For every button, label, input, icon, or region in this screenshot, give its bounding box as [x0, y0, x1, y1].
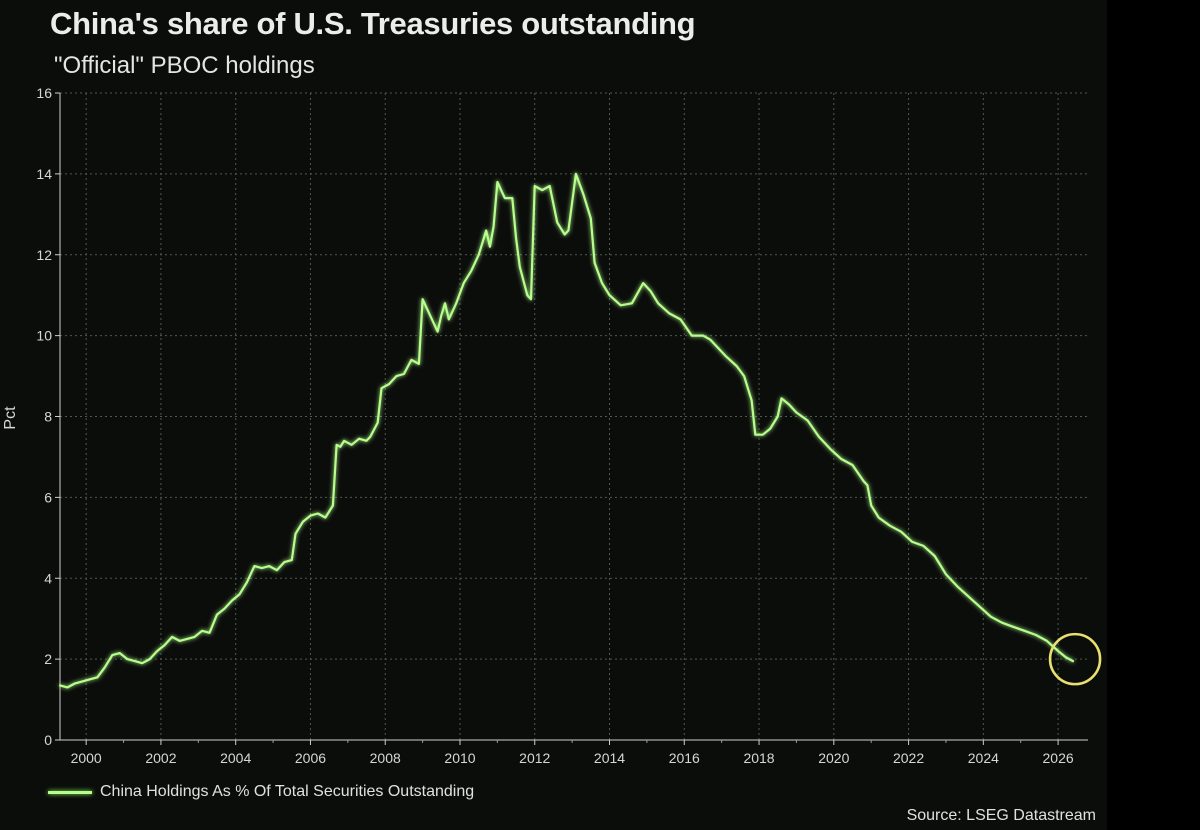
legend: China Holdings As % Of Total Securities …	[48, 783, 474, 801]
x-tick-label: 2026	[1043, 750, 1074, 766]
x-tick-label: 2008	[370, 750, 401, 766]
x-tick-label: 2012	[519, 750, 550, 766]
x-tick-label: 2010	[444, 750, 475, 766]
y-tick-label: 6	[44, 489, 52, 505]
axes: 0 2 4 6 8 10 12 14 16 2000 2002 2004 2006 2008 2010 201…	[36, 85, 1088, 766]
y-tick-label: 12	[36, 247, 52, 263]
series-line	[58, 172, 1075, 689]
x-tick-label: 2006	[295, 750, 326, 766]
x-tick-label: 2004	[220, 750, 251, 766]
x-tick-label: 2016	[669, 750, 700, 766]
x-tick-label: 2020	[818, 750, 849, 766]
y-tick-label: 16	[36, 85, 52, 101]
x-tick-label: 2014	[594, 750, 625, 766]
x-tick-label: 2018	[743, 750, 774, 766]
legend-label: China Holdings As % Of Total Securities …	[100, 783, 475, 800]
y-tick-label: 10	[36, 328, 52, 344]
y-tick-label: 2	[44, 651, 52, 667]
legend-swatch	[48, 790, 92, 794]
x-tick-label: 2000	[71, 750, 102, 766]
y-tick-label: 4	[44, 570, 52, 586]
y-tick-label: 8	[44, 409, 52, 425]
chart-frame	[0, 0, 1107, 830]
source-note: Source: LSEG Datastream	[906, 807, 1096, 824]
y-tick-label: 0	[44, 732, 52, 748]
x-tick-label: 2022	[893, 750, 924, 766]
chart-title: China's share of U.S. Treasuries outstan…	[50, 6, 696, 41]
y-axis-label: Pct	[2, 406, 19, 430]
right-margin	[1107, 0, 1200, 830]
gridlines	[60, 92, 1088, 740]
x-tick-label: 2002	[145, 750, 176, 766]
x-tick-label: 2024	[968, 750, 999, 766]
line-chart: 0 2 4 6 8 10 12 14 16 2000 2002 2004 2006 2008 2010 201…	[2, 85, 1102, 766]
y-tick-label: 14	[36, 166, 52, 182]
highlight	[1048, 632, 1102, 686]
highlight-circle	[1048, 632, 1102, 686]
series	[58, 172, 1075, 689]
chart-subtitle: "Official" PBOC holdings	[54, 52, 315, 79]
